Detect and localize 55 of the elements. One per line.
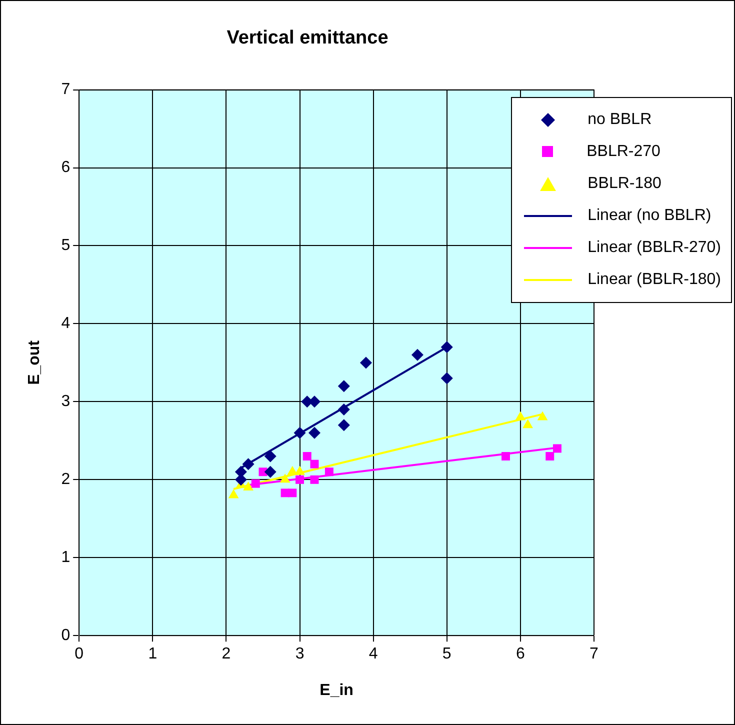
x-tick-label: 2 bbox=[222, 646, 231, 663]
point bbox=[243, 481, 254, 490]
legend-label: BBLR-270 bbox=[586, 142, 660, 161]
point bbox=[515, 411, 526, 420]
point bbox=[251, 479, 260, 488]
legend-label: BBLR-180 bbox=[588, 174, 662, 193]
point bbox=[280, 474, 290, 483]
legend-label: no BBLR bbox=[588, 110, 652, 129]
x-tick-label: 4 bbox=[368, 646, 378, 663]
x-axis-title: E_in bbox=[320, 682, 354, 699]
y-tick-label: 0 bbox=[61, 627, 70, 644]
point bbox=[287, 466, 298, 475]
point bbox=[296, 475, 304, 484]
point bbox=[324, 468, 334, 476]
x-tick-label: 6 bbox=[516, 646, 525, 663]
y-tick-label: 3 bbox=[61, 393, 70, 410]
point bbox=[522, 419, 533, 428]
legend-label: Linear (BBLR-180) bbox=[588, 270, 721, 289]
x-tick-label: 7 bbox=[590, 646, 599, 663]
y-tick-label: 6 bbox=[61, 159, 70, 176]
point bbox=[294, 426, 306, 439]
point bbox=[288, 488, 297, 498]
point bbox=[310, 460, 319, 468]
y-tick-label: 4 bbox=[61, 315, 70, 332]
point bbox=[308, 426, 320, 439]
y-tick-label: 2 bbox=[61, 471, 70, 488]
y-axis-title: E_out bbox=[26, 340, 44, 385]
point bbox=[264, 450, 276, 462]
point bbox=[546, 452, 554, 461]
point bbox=[411, 348, 424, 361]
point bbox=[294, 466, 305, 475]
point bbox=[302, 452, 312, 461]
legend-label: Linear (no BBLR) bbox=[588, 206, 712, 225]
point bbox=[440, 372, 453, 384]
x-tick-label: 1 bbox=[148, 646, 158, 663]
point bbox=[360, 356, 372, 369]
point bbox=[242, 458, 254, 470]
point bbox=[552, 444, 562, 453]
x-tick-label: 5 bbox=[442, 646, 452, 663]
y-tick-label: 7 bbox=[61, 81, 70, 98]
legend-label: Linear (BBLR-270) bbox=[588, 238, 721, 257]
x-tick-label: 0 bbox=[74, 646, 84, 663]
y-tick-label: 5 bbox=[61, 237, 70, 254]
y-tick-label: 1 bbox=[61, 549, 70, 566]
point bbox=[501, 452, 510, 461]
chart-title: Vertical emittance bbox=[226, 28, 388, 49]
point bbox=[228, 489, 239, 498]
point bbox=[338, 380, 350, 392]
x-tick-label: 3 bbox=[295, 646, 304, 663]
point bbox=[310, 475, 319, 484]
point bbox=[264, 466, 276, 478]
point bbox=[537, 411, 548, 420]
point bbox=[338, 419, 350, 432]
point bbox=[338, 403, 350, 416]
point bbox=[440, 341, 453, 354]
